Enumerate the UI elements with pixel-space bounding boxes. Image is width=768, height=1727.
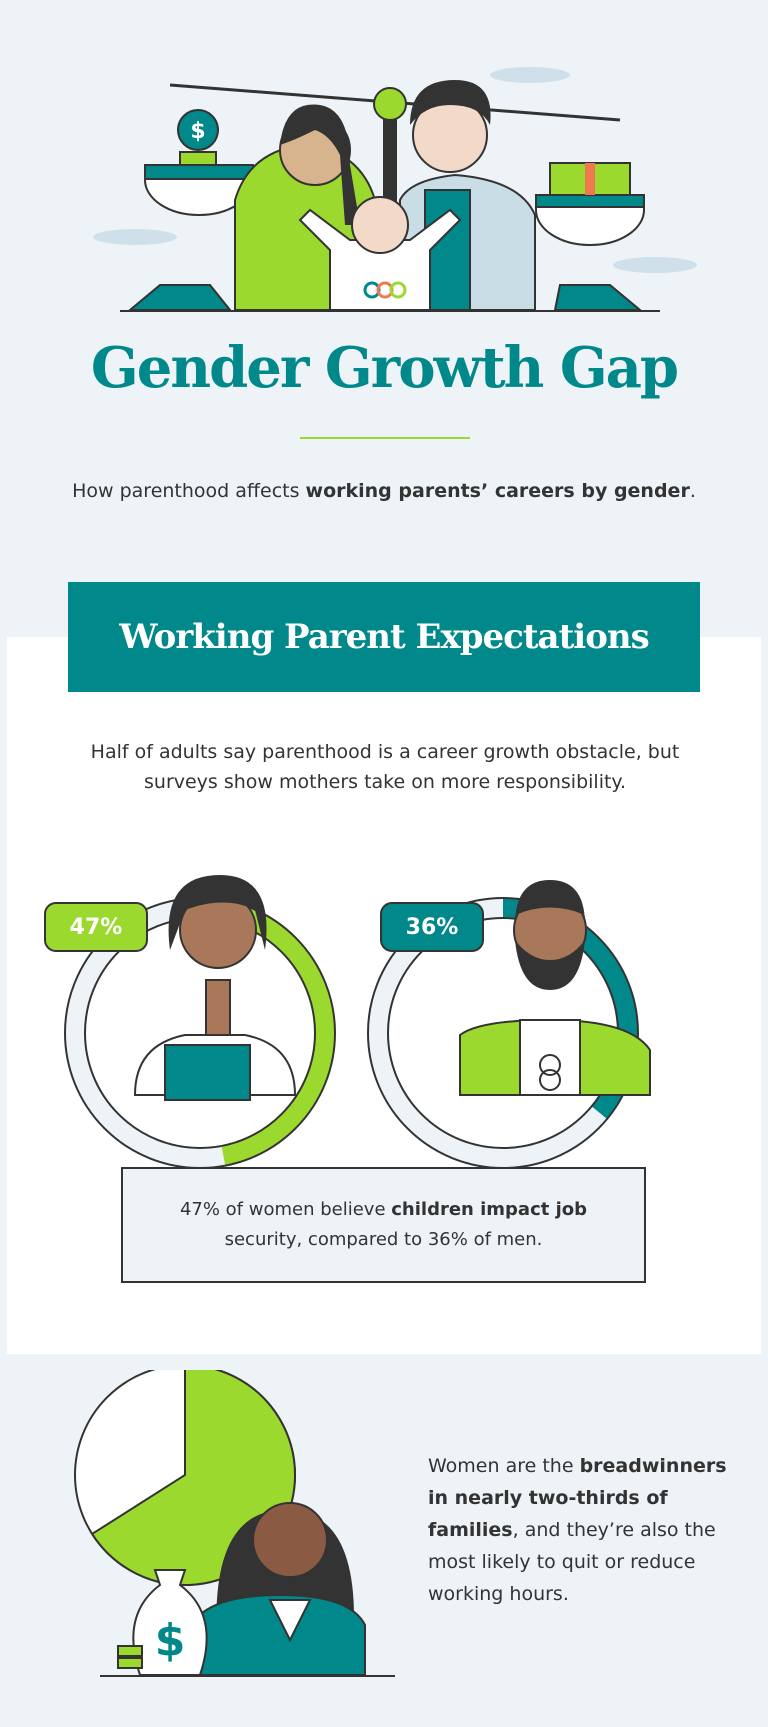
subtitle-end: . xyxy=(689,480,696,502)
breadwinner-text-bold: breadwinners in nearly two-thirds of fam… xyxy=(428,1455,727,1541)
dollar-coin-icon xyxy=(177,109,219,151)
page-title: Gender Growth Gap xyxy=(90,335,679,401)
breadwinner-text: Women are the breadwinners in nearly two… xyxy=(428,1450,728,1610)
scale-pivot xyxy=(373,87,407,121)
women-percent-badge: 47% xyxy=(44,902,148,952)
coin-symbol: $ xyxy=(190,119,205,144)
money-bag-symbol: $ xyxy=(155,1615,186,1666)
woman-body xyxy=(194,1593,366,1676)
callout-text-end: security, compared to 36% of men. xyxy=(224,1229,543,1250)
money-bag-icon xyxy=(132,1569,208,1676)
man-illustration xyxy=(459,880,651,1096)
page-subtitle: How parenthood affects working parents’ … xyxy=(0,480,768,502)
cloud-icon xyxy=(93,229,177,245)
breadwinner-illustration: $ xyxy=(74,1370,395,1677)
baby-figure xyxy=(298,208,462,311)
section-heading-text: Working Parent Expectations xyxy=(119,617,649,657)
section-intro: Half of adults say parenthood is a caree… xyxy=(90,741,680,793)
subtitle-bold: working parents’ careers by gender xyxy=(305,480,690,502)
breadwinner-text-start: Women are the xyxy=(428,1455,580,1477)
woman-face xyxy=(252,1502,328,1578)
stat-callout: 47% of women believe children impact job… xyxy=(121,1167,646,1283)
men-percent: 36% xyxy=(405,914,459,940)
hero-illustration: $ xyxy=(93,67,697,312)
woman-illustration xyxy=(133,875,297,1101)
rings-chart xyxy=(64,875,651,1169)
women-percent: 47% xyxy=(69,914,123,940)
cloud-icon xyxy=(613,257,697,273)
title-divider xyxy=(300,437,470,439)
cloud-icon xyxy=(490,67,570,83)
callout-bold: children impact job xyxy=(391,1199,588,1220)
breadwinner-text-end: , and they’re also the most likely to qu… xyxy=(428,1519,716,1605)
men-percent-badge: 36% xyxy=(380,902,484,952)
section-heading: Working Parent Expectations xyxy=(68,582,700,692)
callout-text: 47% of women believe xyxy=(179,1199,392,1220)
subtitle-text: How parenthood affects xyxy=(72,480,306,502)
coin-stack-icon xyxy=(117,1645,143,1657)
